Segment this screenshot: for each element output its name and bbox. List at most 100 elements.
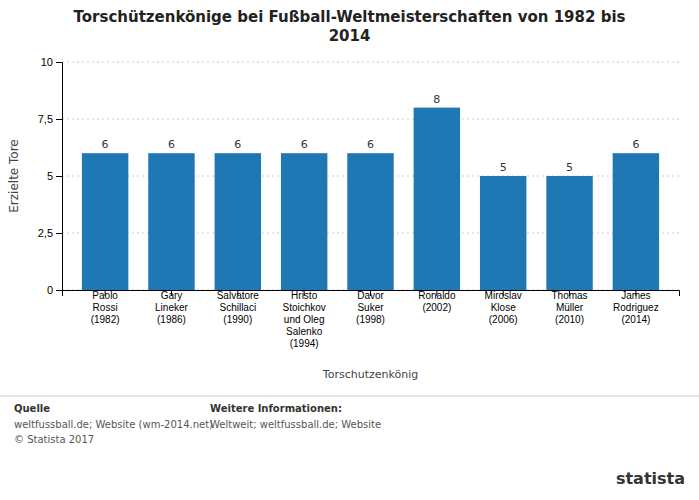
text-line: Gary: [161, 290, 183, 301]
tick: MiroslavKlose(2006): [485, 290, 522, 325]
data-label: 6: [367, 138, 374, 151]
text-line: © Statista 2017: [14, 434, 94, 445]
text-line: (1990): [223, 314, 252, 325]
data-label: 6: [102, 138, 109, 151]
data-label: 5: [566, 161, 573, 174]
tick-label: Ronaldo(2002): [418, 290, 456, 313]
tick: JamesRodriguez(2014): [613, 290, 659, 325]
grid-line: [62, 62, 679, 63]
tick-label: GaryLineker(1986): [155, 290, 188, 325]
tick-label: SalvatoreSchillaci(1990): [217, 290, 260, 325]
annotation: statista: [616, 469, 685, 488]
grid: [62, 62, 679, 290]
text-line: Salenko: [286, 326, 323, 337]
text-line: 2014: [329, 27, 371, 45]
chart: Torschützenkönige bei Fußball-Weltmeiste…: [0, 0, 699, 500]
annotation: weltfussball.de; Website (wm-2014.net) © …: [14, 419, 213, 445]
bar: [347, 153, 393, 290]
text-line: Rossi: [93, 302, 118, 313]
x-axis: PaoloRossi(1982) GaryLineker(1986) Salvato…: [63, 290, 680, 349]
data-label: 5: [500, 161, 507, 174]
text-line: (1994): [290, 338, 319, 349]
data-label: 6: [168, 138, 175, 151]
text-line: (1998): [356, 314, 385, 325]
text-line: (2002): [422, 302, 451, 313]
tick: PaoloRossi(1982): [91, 290, 120, 325]
bar: [148, 153, 194, 290]
bar: [281, 153, 327, 290]
tick-label: 2,5: [38, 227, 53, 239]
tick: Ronaldo(2002): [418, 290, 456, 313]
text-line: (2014): [621, 314, 650, 325]
tick-label: HristoStoichkovund OlegSalenko(1994): [282, 290, 325, 349]
text-line: Thomas: [551, 290, 587, 301]
tick: GaryLineker(1986): [155, 290, 188, 325]
text-line: (1982): [91, 314, 120, 325]
text-line: statista: [616, 469, 685, 488]
tick: 2,5: [38, 227, 62, 239]
text-line: Quelle: [14, 403, 50, 414]
footer-separator: [0, 396, 699, 397]
tick-label: PaoloRossi(1982): [91, 290, 120, 325]
text-line: Salvatore: [217, 290, 260, 301]
tick-label: ThomasMüller(2010): [551, 290, 587, 325]
bar: [215, 153, 261, 290]
title: Torschützenkönige bei Fußball-Weltmeiste…: [74, 8, 626, 45]
text-line: Rodriguez: [613, 302, 659, 313]
tick-label: 5: [47, 170, 53, 182]
text-line: Suker: [357, 302, 384, 313]
text-line: Hristo: [291, 290, 318, 301]
tick-mark: [56, 62, 62, 63]
tick-mark: [56, 290, 62, 291]
text-line: (1986): [157, 314, 186, 325]
text-line: Davor: [357, 290, 384, 301]
data-labels: 666668556: [102, 93, 640, 174]
tick: 10: [41, 56, 62, 68]
text-line: Schillaci: [219, 302, 256, 313]
axis-line: [56, 63, 63, 291]
tick-label: DavorSuker(1998): [356, 290, 385, 325]
text-line: Ronaldo: [418, 290, 456, 301]
data-label: 8: [433, 93, 440, 106]
data-label: 6: [632, 138, 639, 151]
tick-label: 0: [47, 284, 53, 296]
text-line: Weltweit; weltfussball.de; Website: [210, 419, 381, 430]
tick-mark: [56, 119, 62, 120]
y-axis: 0 2,5 5 7,5 10: [38, 56, 63, 296]
y-axis-title: Erzielte Tore: [7, 139, 21, 212]
bar: [613, 153, 659, 290]
tick-label: JamesRodriguez(2014): [613, 290, 659, 325]
tick: 0: [47, 284, 62, 296]
tick-label: MiroslavKlose(2006): [485, 290, 522, 325]
bar: [480, 176, 526, 290]
tick: SalvatoreSchillaci(1990): [217, 290, 260, 325]
text-line: Stoichkov: [282, 302, 325, 313]
tick-mark: [56, 176, 62, 177]
bar: [546, 176, 592, 290]
tick: DavorSuker(1998): [356, 290, 385, 325]
tick: 7,5: [38, 113, 62, 125]
annotation: Quelle: [14, 403, 50, 414]
annotation: Weltweit; weltfussball.de; Website: [210, 419, 381, 430]
text-line: Torschützenkönige bei Fußball-Weltmeiste…: [74, 8, 626, 26]
text-line: James: [621, 290, 650, 301]
grid-line: [62, 119, 679, 120]
text-line: Weitere Informationen:: [210, 403, 342, 414]
bars: [82, 108, 659, 290]
text-line: Paolo: [92, 290, 118, 301]
tick-mark: [56, 233, 62, 234]
text-line: Müller: [556, 302, 584, 313]
data-label: 6: [301, 138, 308, 151]
annotation: Weitere Informationen:: [210, 403, 342, 414]
text-line: Klose: [491, 302, 516, 313]
bar: [414, 108, 460, 290]
tick-label: 10: [41, 56, 53, 68]
bar: [82, 153, 128, 290]
text-line: weltfussball.de; Website (wm-2014.net): [14, 419, 213, 430]
text-line: (2010): [555, 314, 584, 325]
tick: ThomasMüller(2010): [551, 290, 587, 325]
tick-label: 7,5: [38, 113, 53, 125]
x-axis-title: Torschutzenkönig: [322, 368, 418, 381]
tick: 5: [47, 170, 62, 182]
tick: HristoStoichkovund OlegSalenko(1994): [282, 290, 325, 349]
